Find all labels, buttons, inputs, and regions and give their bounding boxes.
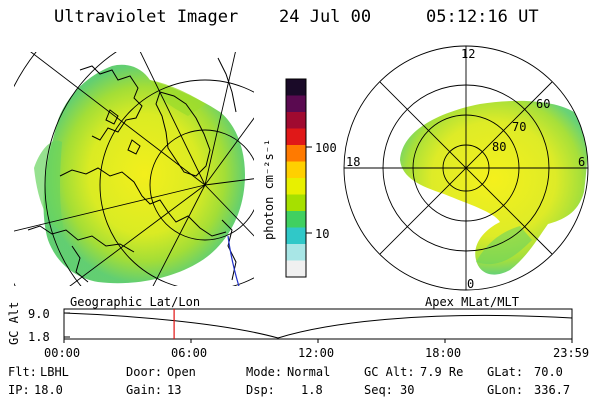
info-mode-label: Mode: bbox=[246, 365, 283, 379]
colorbar-stripe bbox=[286, 145, 306, 162]
colorbar-stripe bbox=[286, 244, 306, 261]
altitude-xtick-1800: 18:00 bbox=[425, 346, 462, 360]
altitude-ytick-9: 9.0 bbox=[28, 307, 50, 321]
info-door-label: Door: bbox=[126, 365, 163, 379]
right-map-caption: Apex MLat/MLT bbox=[425, 295, 519, 309]
info-door-value: Open bbox=[167, 365, 196, 379]
left-emission bbox=[43, 64, 245, 284]
colorbar-tick-100: 100 bbox=[315, 141, 337, 155]
info-gcalt-value: 7.9 Re bbox=[420, 365, 464, 379]
info-seq-value: 30 bbox=[400, 383, 415, 397]
mlt-label-18: 18 bbox=[346, 155, 361, 169]
right-emission bbox=[400, 100, 588, 275]
colorbar-stripe bbox=[286, 227, 306, 245]
altitude-xtick-0600: 06:00 bbox=[171, 346, 208, 360]
altitude-xtick-0000: 00:00 bbox=[44, 346, 81, 360]
info-gcalt-label: GC Alt: bbox=[364, 365, 415, 379]
info-glat-label: GLat: bbox=[487, 365, 524, 379]
altitude-plot bbox=[63, 308, 573, 343]
info-gain-value: 13 bbox=[167, 383, 182, 397]
altitude-ylabel: GC Alt bbox=[7, 301, 21, 345]
info-mode-value: Normal bbox=[287, 365, 331, 379]
info-ip-value: 18.0 bbox=[34, 383, 63, 397]
colorbar-tick-10: 10 bbox=[315, 227, 330, 241]
mlat-label-60: 60 bbox=[536, 97, 551, 111]
info-glon-value: 336.7 bbox=[534, 383, 571, 397]
colorbar-stripe bbox=[286, 79, 306, 96]
colorbar-stripe bbox=[286, 161, 306, 179]
observation-time: 05:12:16 UT bbox=[426, 7, 539, 27]
mlt-label-6: 6 bbox=[578, 155, 586, 169]
observation-date: 24 Jul 00 bbox=[279, 7, 372, 27]
colorbar-stripe bbox=[286, 128, 306, 146]
info-glon-label: GLon: bbox=[487, 383, 524, 397]
altitude-ytick-1-8: 1.8 bbox=[28, 330, 50, 344]
info-flt-label: Flt: bbox=[8, 365, 37, 379]
altitude-xtick-2359: 23:59 bbox=[553, 346, 590, 360]
left-map-caption: Geographic Lat/Lon bbox=[70, 295, 201, 309]
instrument-title: Ultraviolet Imager bbox=[54, 7, 239, 27]
magnetic-map bbox=[343, 45, 589, 291]
colorbar-stripe bbox=[286, 178, 306, 195]
geographic-map bbox=[14, 52, 254, 286]
mlat-label-70: 70 bbox=[512, 120, 527, 134]
info-dsp-label: Dsp: bbox=[246, 383, 275, 397]
colorbar-stripe bbox=[286, 95, 306, 113]
info-dsp-value: 1.8 bbox=[301, 383, 323, 397]
colorbar-stripe bbox=[286, 260, 306, 278]
info-seq-label: Seq: bbox=[364, 383, 393, 397]
mlt-label-12: 12 bbox=[461, 47, 476, 61]
colorbar-unit: photon cm⁻²s⁻¹ bbox=[262, 138, 276, 240]
mlt-label-0: 0 bbox=[467, 277, 475, 291]
intensity-colorbar bbox=[285, 78, 312, 278]
info-gain-label: Gain: bbox=[126, 383, 163, 397]
mlat-label-80: 80 bbox=[492, 140, 507, 154]
colorbar-stripe bbox=[286, 112, 306, 129]
colorbar-stripe bbox=[286, 211, 306, 228]
info-flt-value: LBHL bbox=[40, 365, 69, 379]
colorbar-stripe bbox=[286, 194, 306, 212]
info-ip-label: IP: bbox=[8, 383, 30, 397]
info-glat-value: 70.0 bbox=[534, 365, 563, 379]
altitude-xtick-1200: 12:00 bbox=[298, 346, 335, 360]
